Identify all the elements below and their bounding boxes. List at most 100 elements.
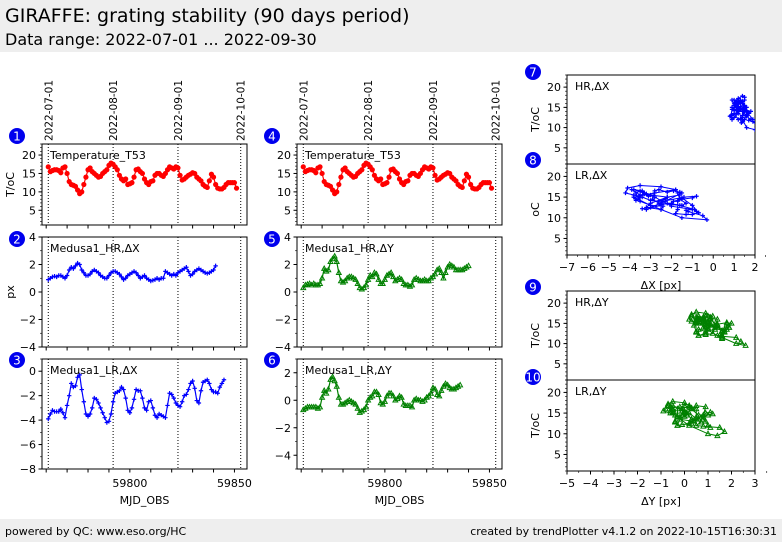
panel-number-badge [9, 352, 25, 368]
data-point [139, 170, 146, 177]
y-tick-label: 5 [284, 204, 291, 217]
data-point [444, 263, 451, 270]
data-point [714, 432, 721, 439]
data-point [681, 402, 688, 408]
data-point [419, 397, 426, 404]
data-point [704, 325, 712, 332]
data-point [378, 176, 384, 182]
data-point [750, 117, 755, 122]
data-point [148, 278, 153, 284]
data-point [171, 395, 176, 401]
x-tick-label: −3 [606, 477, 622, 490]
y-tick-label: −4 [275, 449, 291, 462]
data-point [385, 270, 393, 277]
data-point [341, 399, 349, 406]
data-point [461, 264, 468, 271]
data-point [329, 255, 336, 262]
data-point [737, 337, 745, 344]
data-point [637, 199, 643, 204]
data-point [675, 199, 680, 204]
data-point [694, 194, 699, 199]
x-tick-label: −1 [684, 261, 700, 274]
data-point [50, 274, 55, 280]
data-point [685, 315, 693, 322]
data-point [117, 388, 122, 393]
data-point [300, 284, 307, 291]
data-point [633, 198, 639, 203]
data-point [127, 410, 133, 415]
data-point [327, 258, 334, 265]
y-tick-label: 2 [284, 259, 291, 272]
series-hr_dx [46, 260, 218, 284]
y-tick-label: 10 [547, 212, 561, 225]
data-point [709, 312, 716, 319]
panel-title: Medusa1_LR,ΔY [305, 364, 392, 377]
panel-number-label: 9 [529, 281, 537, 295]
data-point [450, 385, 458, 392]
panel-number-badge [264, 128, 280, 144]
y-axis-label: T/oC [529, 323, 542, 349]
data-point [709, 410, 716, 417]
data-point [173, 273, 179, 278]
y-tick-label: 15 [22, 167, 36, 180]
data-point [725, 323, 733, 330]
x-tick-label: 59800 [112, 477, 147, 490]
data-point [123, 395, 128, 401]
data-point [302, 404, 309, 411]
data-point [711, 321, 719, 328]
data-point [486, 180, 493, 186]
data-point [318, 393, 326, 400]
date-tick-label: 2022-08-01 [108, 80, 120, 141]
data-point [690, 203, 695, 208]
report-title: GIRAFFE: grating stability (90 days peri… [5, 5, 410, 27]
data-point [669, 402, 676, 408]
data-point [676, 415, 684, 422]
data-point [188, 381, 193, 386]
data-point [665, 194, 670, 200]
x-tick-label: −2 [629, 477, 645, 490]
y-tick-label: 15 [547, 407, 561, 420]
data-point [389, 392, 397, 399]
data-point [681, 399, 688, 406]
data-point [631, 194, 637, 200]
data-point [125, 408, 130, 413]
x-tick-label: 59800 [367, 477, 402, 490]
data-point [177, 172, 183, 178]
data-point [662, 405, 669, 412]
data-point [79, 189, 85, 195]
data-point [387, 269, 395, 276]
data-point [716, 423, 723, 430]
data-point [119, 274, 124, 280]
data-point [320, 264, 328, 271]
data-point [752, 127, 755, 132]
y-tick-label: 10 [547, 338, 561, 351]
panel-title: LR,ΔX [575, 169, 608, 182]
data-point [658, 207, 664, 212]
data-point [98, 405, 103, 411]
data-point [81, 270, 87, 275]
data-point [465, 262, 472, 269]
y-tick-label: 5 [554, 142, 561, 155]
data-point [679, 190, 685, 196]
data-point [339, 400, 347, 407]
data-point [87, 271, 93, 277]
data-point [707, 319, 714, 326]
data-point [637, 194, 643, 200]
data-point [656, 201, 662, 206]
x-tick-label: −7 [559, 261, 575, 274]
data-point [732, 333, 740, 340]
panel-title: HR,ΔX [575, 80, 610, 93]
panel-number-label: 5 [268, 233, 276, 247]
panel-6: −4 −2 0 2 59800 59850 MJD_OBS Medusa1_LR,ΔY [275, 358, 507, 507]
data-point [338, 174, 344, 180]
data-point [129, 405, 135, 411]
data-point [685, 403, 693, 410]
data-point [669, 406, 676, 413]
data-point [707, 423, 714, 430]
data-point [739, 120, 744, 125]
panel-4: 5 10 15 20 2022-07-01 2022-08-01 2022-09-01 202… [277, 80, 503, 229]
data-point [656, 187, 662, 192]
data-point [221, 377, 227, 382]
data-point [46, 416, 51, 422]
data-point [123, 276, 128, 281]
